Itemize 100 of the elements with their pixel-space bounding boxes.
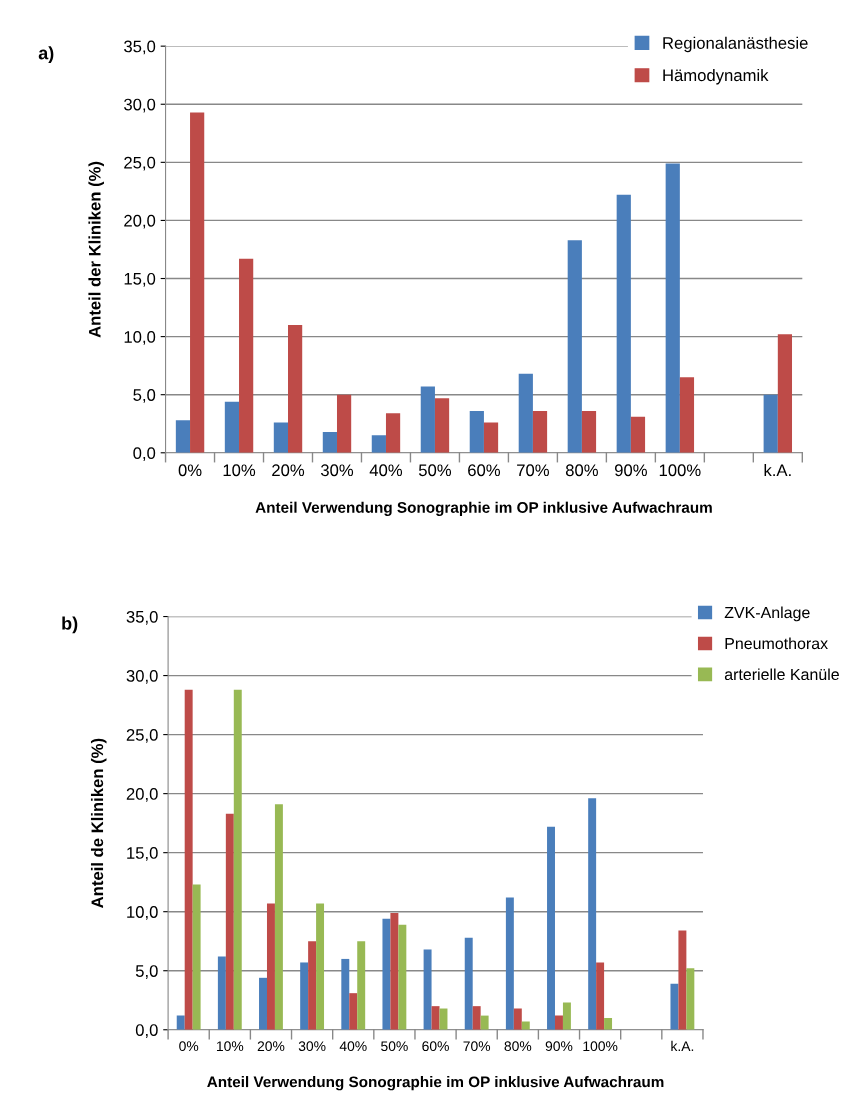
bar bbox=[665, 163, 680, 453]
bar bbox=[513, 1008, 522, 1030]
bar bbox=[316, 903, 325, 1030]
bar bbox=[398, 924, 407, 1030]
x-tick-label: 30% bbox=[298, 1041, 326, 1052]
y-tick-label: 25,0 bbox=[126, 729, 158, 743]
bar bbox=[336, 394, 352, 453]
bar bbox=[521, 1021, 530, 1030]
bar bbox=[322, 431, 337, 453]
bar bbox=[300, 962, 309, 1030]
text: a) bbox=[38, 46, 54, 63]
x-tick-label: 20% bbox=[257, 1041, 285, 1052]
x-tick-label: 90% bbox=[545, 1041, 573, 1052]
bar bbox=[616, 194, 631, 453]
y-tick-label: 20,0 bbox=[126, 788, 158, 802]
x-tick-label: 30% bbox=[320, 464, 354, 477]
bar bbox=[259, 977, 267, 1030]
y-tick-label: 25,0 bbox=[124, 156, 156, 171]
x-tick-label: 60% bbox=[422, 1041, 449, 1052]
y-tick-label: 0,0 bbox=[133, 447, 156, 461]
bar bbox=[288, 324, 303, 453]
bar bbox=[266, 903, 275, 1030]
y-tick-label: 20,0 bbox=[124, 214, 156, 229]
x-tick-label: 40% bbox=[339, 1041, 367, 1052]
y-tick-label: 0,0 bbox=[135, 1024, 158, 1038]
bar bbox=[431, 1006, 440, 1030]
x-tick-label: 70% bbox=[463, 1041, 491, 1052]
y-tick-label: 10,0 bbox=[127, 906, 158, 920]
bar bbox=[349, 993, 358, 1030]
y-axis-title: Anteil de Kliniken (%) bbox=[90, 738, 107, 908]
bar bbox=[505, 897, 514, 1030]
bar bbox=[175, 420, 191, 453]
y-tick-label: 10,0 bbox=[124, 331, 156, 345]
x-tick-label: 90% bbox=[614, 464, 647, 477]
bar bbox=[385, 413, 401, 453]
bar bbox=[567, 240, 582, 453]
bar bbox=[273, 422, 289, 453]
legend-label: ZVK-Anlage bbox=[724, 606, 810, 622]
bar bbox=[390, 912, 399, 1030]
y-tick-label: 30,0 bbox=[124, 98, 156, 113]
bar bbox=[596, 962, 605, 1030]
bar bbox=[217, 956, 226, 1030]
bar bbox=[239, 258, 254, 453]
bar bbox=[371, 435, 386, 453]
x-tick-label: 40% bbox=[369, 464, 403, 477]
x-tick-label: k.A. bbox=[764, 463, 791, 476]
x-axis-title: Anteil Verwendung Sonographie im OP inklusive Aufwachraum bbox=[255, 501, 712, 516]
bar bbox=[679, 377, 695, 453]
bar bbox=[341, 958, 350, 1030]
bar bbox=[678, 930, 687, 1030]
legend-label: Pneumothorax bbox=[725, 637, 828, 650]
bar bbox=[547, 826, 555, 1030]
bar bbox=[518, 373, 533, 453]
bar bbox=[763, 394, 778, 453]
y-tick-label: 5,0 bbox=[135, 965, 158, 979]
legend-label: Regionalanästhesie bbox=[663, 36, 808, 53]
y-tick-label: 35,0 bbox=[124, 40, 156, 55]
bar bbox=[308, 941, 317, 1030]
text: b) bbox=[62, 616, 78, 634]
bar bbox=[420, 386, 435, 453]
bar bbox=[581, 410, 597, 453]
y-tick-label: 5,0 bbox=[133, 389, 156, 403]
bar bbox=[686, 968, 695, 1030]
bar bbox=[483, 422, 499, 453]
bar bbox=[176, 1015, 185, 1030]
bar bbox=[190, 112, 205, 453]
bar bbox=[777, 334, 793, 453]
x-tick-label: 20% bbox=[272, 464, 305, 477]
y-tick-label: 15,0 bbox=[127, 847, 158, 861]
x-tick-label: 10% bbox=[223, 464, 256, 477]
x-tick-label: 80% bbox=[565, 464, 598, 477]
x-tick-label: 0% bbox=[178, 464, 202, 477]
x-tick-label: 100% bbox=[659, 464, 701, 477]
bar bbox=[274, 804, 283, 1030]
bar bbox=[464, 937, 473, 1030]
x-tick-label: 80% bbox=[504, 1041, 532, 1052]
bar bbox=[224, 401, 240, 453]
x-tick-label: 0% bbox=[179, 1041, 199, 1052]
bar bbox=[382, 918, 391, 1030]
bar bbox=[480, 1015, 489, 1030]
x-tick-label: k.A. bbox=[671, 1040, 694, 1051]
bar bbox=[225, 813, 234, 1030]
y-tick-label: 35,0 bbox=[126, 610, 158, 625]
x-tick-label: 70% bbox=[517, 464, 549, 477]
bar bbox=[469, 410, 484, 453]
bar bbox=[472, 1006, 481, 1030]
x-tick-label: 100% bbox=[583, 1041, 618, 1052]
bar bbox=[357, 941, 366, 1030]
bar bbox=[562, 1002, 571, 1030]
bar bbox=[184, 689, 193, 1030]
y-axis-title: Anteil der Kliniken (%) bbox=[88, 161, 104, 338]
bar bbox=[670, 983, 679, 1030]
y-tick-label: 30,0 bbox=[126, 669, 158, 684]
bar bbox=[233, 689, 242, 1030]
x-axis-title: Anteil Verwendung Sonographie im OP inklusive Aufwachraum bbox=[207, 1076, 664, 1091]
bar bbox=[554, 1015, 563, 1030]
bar bbox=[604, 1017, 613, 1030]
bar bbox=[532, 410, 548, 453]
x-tick-label: 50% bbox=[418, 464, 452, 477]
bar bbox=[588, 798, 597, 1030]
